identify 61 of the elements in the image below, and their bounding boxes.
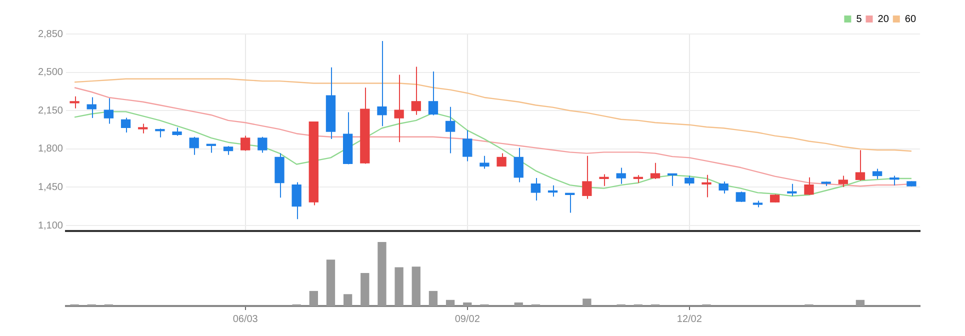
bar [343,294,352,306]
x-tick-label: 12/02 [676,314,702,325]
candlestick [838,175,848,188]
bar [514,302,523,306]
y-tick-label: 2,850 [38,28,64,40]
candlestick [120,117,131,133]
candlestick [445,106,456,154]
y-tick-label: 1,100 [38,220,64,232]
candlestick [86,96,96,119]
candlestick [70,96,80,109]
bar [856,300,865,306]
candlestick [668,173,678,187]
candlestick [718,181,728,194]
y-tick-label: 2,500 [38,67,64,78]
candlestick [650,162,660,180]
candlestick [138,123,148,134]
candlestick [496,152,506,167]
bar [309,290,318,306]
candlestick [240,135,250,152]
candlestick [411,66,421,116]
candlestick [702,174,712,198]
candlestick [890,175,900,186]
candlestick [872,168,882,180]
bar [463,302,472,306]
bar [446,300,455,306]
candlestick [462,130,472,162]
candlestick [377,40,387,127]
y-tick-label: 1,800 [38,144,64,155]
candlestick [565,192,575,214]
candlestick [292,182,302,220]
legend-label: 5 [856,14,862,25]
candlestick [530,178,541,201]
candlestick [804,176,814,196]
bar [378,242,386,306]
candlestick [684,175,694,186]
y-tick-label: 2,150 [38,105,64,116]
candlestick [189,136,199,156]
y-tick-label: 1,450 [38,182,64,193]
bar [428,290,438,306]
candlestick [548,184,558,198]
candlestick [599,174,609,187]
bar [394,267,404,306]
candlestick [514,147,524,183]
x-tick-label: 09/02 [454,314,480,325]
candlestick [104,98,114,124]
legend-label: 20 [878,14,890,25]
candlestick [394,74,404,143]
candlestick [428,71,438,116]
candlestick [736,191,746,202]
bar [360,273,370,306]
bar [582,298,592,306]
candlestick [258,136,268,154]
candlestick [582,155,592,200]
candlestick [787,183,797,196]
candlestick [616,167,626,184]
x-tick-label: 06/03 [232,314,258,325]
candlestick [855,150,866,182]
legend-label: 60 [904,14,916,25]
bar [326,260,336,306]
bar [412,266,420,306]
candlestick [480,155,490,170]
